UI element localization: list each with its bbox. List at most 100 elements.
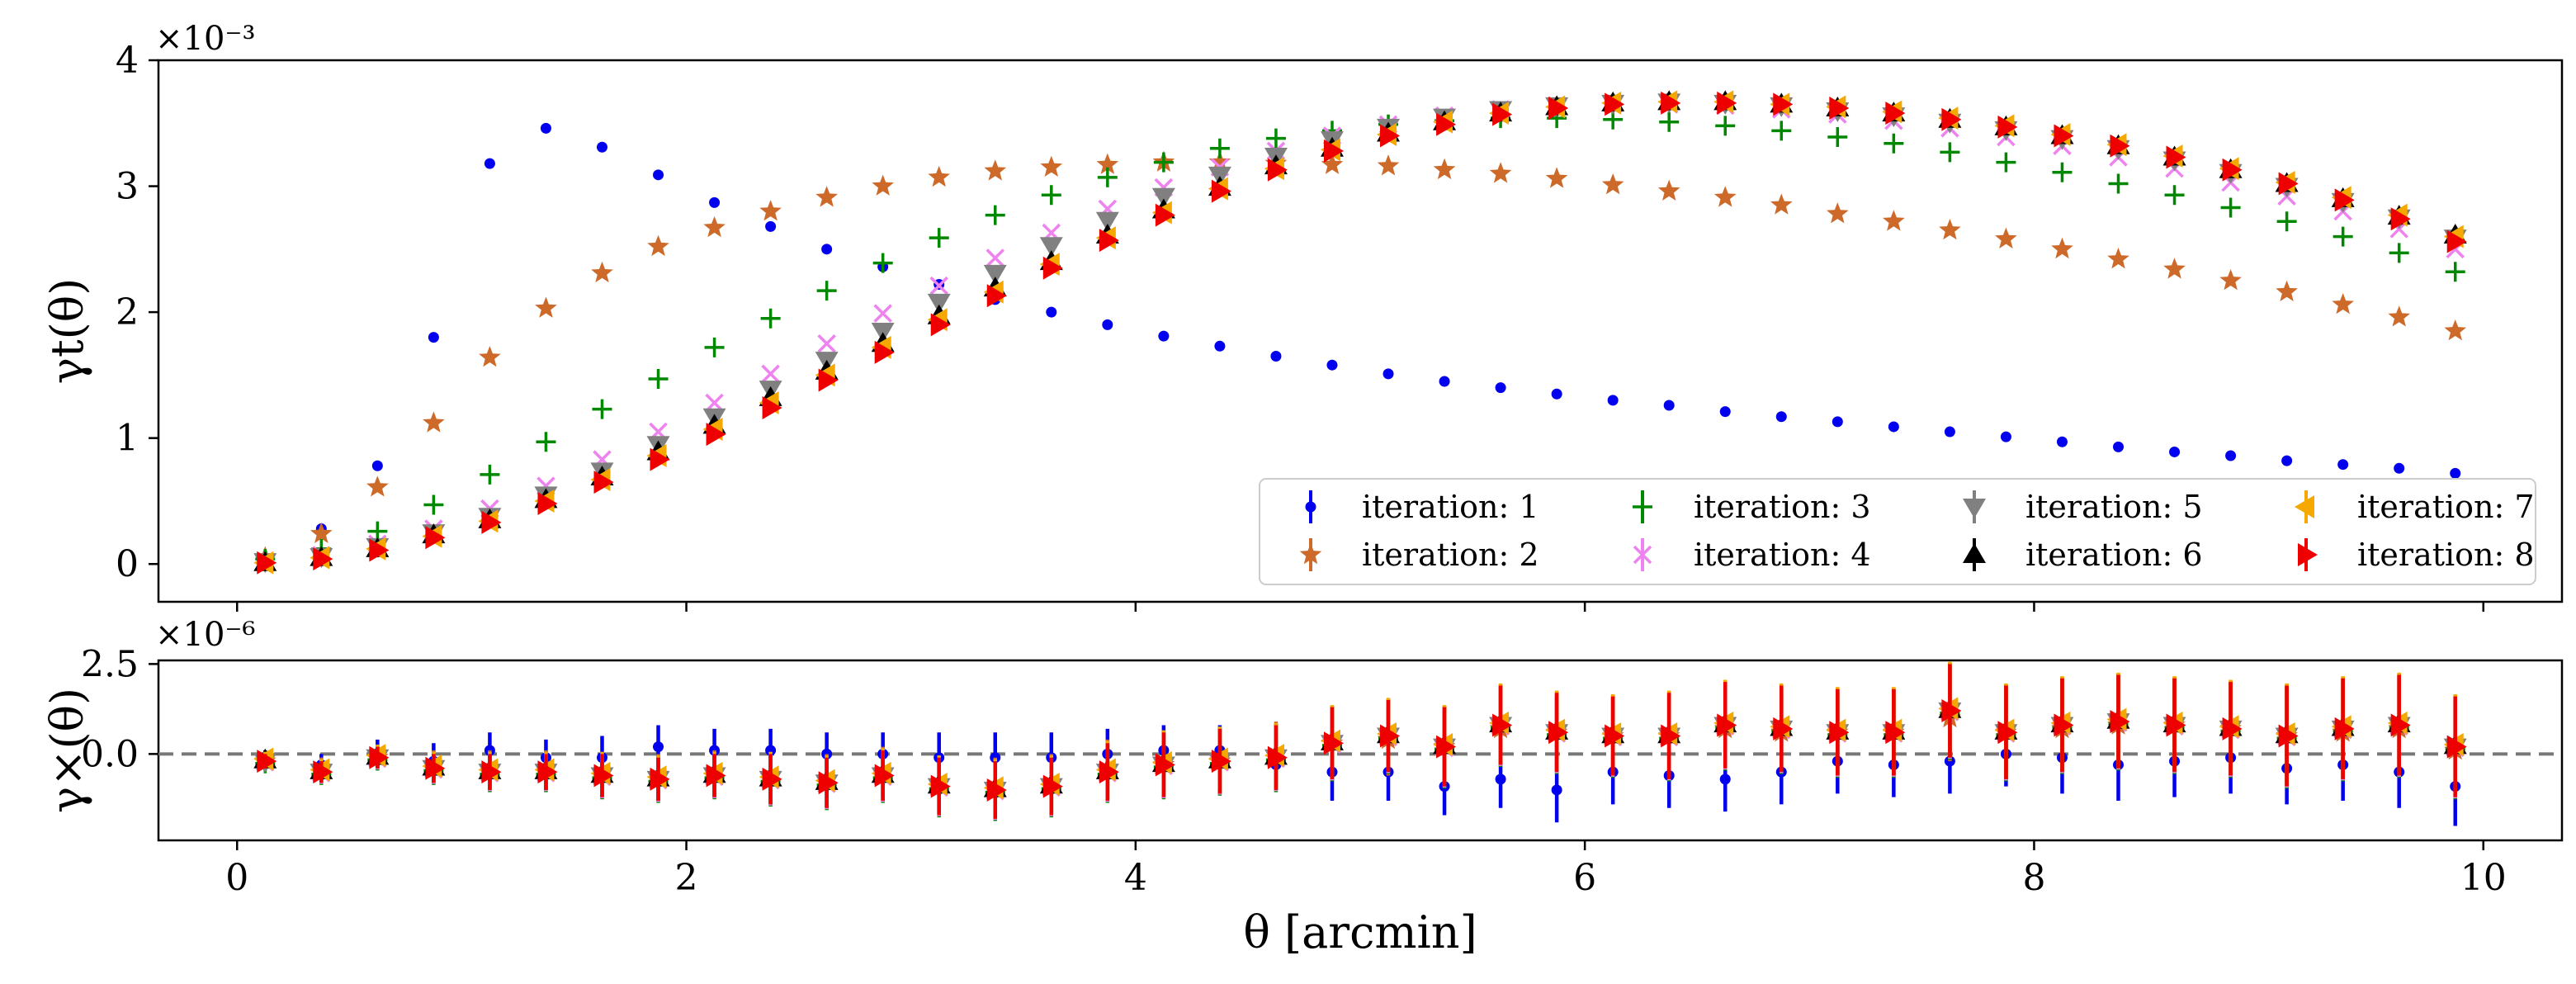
top-x-axis-ticks bbox=[236, 602, 2484, 612]
data-point bbox=[760, 308, 781, 329]
data-point bbox=[2222, 717, 2243, 740]
data-point bbox=[1659, 111, 1680, 132]
legend-box bbox=[1259, 478, 2536, 585]
legend-label: iteration: 5 bbox=[2025, 489, 2203, 525]
data-point bbox=[371, 460, 383, 471]
data-point bbox=[1663, 400, 1675, 411]
data-point bbox=[705, 393, 724, 413]
cross-shear-panel: 0.0 2.5 0 2 4 6 8 10 ×10⁻⁶ γ×(θ) θ [arcmin] bbox=[41, 616, 2564, 958]
data-point bbox=[1097, 167, 1118, 187]
data-point bbox=[1661, 724, 1681, 748]
legend-marker bbox=[2295, 495, 2314, 518]
data-point bbox=[653, 169, 664, 181]
data-point bbox=[313, 760, 333, 784]
data-point bbox=[1042, 774, 1063, 798]
data-point bbox=[484, 158, 495, 169]
legend-marker bbox=[1299, 543, 1322, 565]
legend-entry: iteration: 6 bbox=[1963, 537, 2203, 573]
data-point bbox=[821, 244, 833, 255]
x-axis: 0 2 4 6 8 10 bbox=[225, 840, 2507, 899]
data-point bbox=[479, 346, 501, 367]
x-tick-label: 10 bbox=[2460, 857, 2507, 899]
bottom-y-axis: 0.0 2.5 bbox=[81, 643, 158, 775]
data-point bbox=[927, 293, 951, 314]
bottom-offset-label: ×10⁻⁶ bbox=[155, 616, 256, 654]
data-point bbox=[2164, 185, 2185, 206]
data-point bbox=[1495, 382, 1506, 394]
data-point bbox=[423, 494, 444, 515]
data-point bbox=[1102, 319, 1113, 330]
bottom-series-iteration-8 bbox=[257, 664, 2467, 819]
data-point bbox=[1997, 721, 2018, 745]
data-point bbox=[1326, 359, 1338, 371]
data-point bbox=[1155, 753, 1175, 777]
data-point bbox=[1270, 351, 1282, 362]
data-point bbox=[1715, 116, 1736, 136]
top-y-tick-label: 1 bbox=[116, 418, 139, 460]
data-point bbox=[2051, 237, 2073, 259]
data-point bbox=[2446, 229, 2467, 253]
data-point bbox=[928, 165, 950, 187]
data-point bbox=[2278, 172, 2299, 196]
data-point bbox=[762, 767, 782, 791]
data-point bbox=[2000, 431, 2011, 442]
data-point bbox=[1492, 102, 1513, 126]
legend-label: iteration: 2 bbox=[1362, 537, 1539, 573]
series-iteration-8 bbox=[257, 91, 2467, 575]
data-point bbox=[1151, 187, 1175, 208]
data-point bbox=[2225, 450, 2237, 461]
legend-marker bbox=[1963, 543, 1986, 563]
legend-marker bbox=[1305, 501, 1316, 513]
data-point bbox=[930, 774, 951, 798]
legend-label: iteration: 6 bbox=[2025, 537, 2203, 573]
data-point bbox=[1773, 92, 1794, 116]
x-tick-label: 6 bbox=[1573, 857, 1596, 899]
data-point bbox=[1211, 750, 1231, 773]
data-point bbox=[2446, 735, 2467, 759]
legend-marker bbox=[2298, 543, 2318, 566]
data-point bbox=[929, 276, 948, 296]
data-point bbox=[2110, 134, 2130, 158]
data-point bbox=[1551, 388, 1562, 400]
data-point bbox=[706, 764, 726, 788]
data-point bbox=[2444, 319, 2466, 341]
data-point bbox=[816, 281, 837, 301]
legend-label: iteration: 7 bbox=[2357, 489, 2535, 525]
top-offset-label: ×10⁻³ bbox=[155, 20, 256, 58]
data-point bbox=[1884, 133, 1904, 154]
data-point bbox=[653, 741, 664, 753]
data-point bbox=[540, 122, 551, 134]
data-point bbox=[2334, 188, 2355, 212]
x-tick-label: 0 bbox=[225, 857, 248, 899]
data-point bbox=[2052, 162, 2073, 182]
top-y-tick-label: 2 bbox=[116, 291, 139, 334]
data-point bbox=[423, 411, 445, 433]
bottom-data-points bbox=[253, 661, 2467, 826]
data-point bbox=[1042, 256, 1063, 280]
data-point bbox=[1941, 699, 1962, 723]
top-y-tick-label: 3 bbox=[116, 166, 139, 208]
data-point bbox=[596, 141, 607, 153]
data-point bbox=[1996, 152, 2016, 173]
data-point bbox=[480, 464, 500, 485]
data-point bbox=[1095, 211, 1119, 232]
data-point bbox=[2333, 226, 2353, 247]
data-point bbox=[2220, 197, 2241, 218]
data-point bbox=[1657, 179, 1680, 201]
top-y-tick-label: 4 bbox=[116, 40, 139, 82]
data-point bbox=[1551, 784, 1562, 796]
data-point bbox=[1040, 155, 1063, 177]
data-point bbox=[1719, 773, 1731, 785]
top-data-points bbox=[253, 90, 2467, 575]
data-point bbox=[1605, 724, 1625, 748]
data-point bbox=[369, 745, 390, 769]
bottom-y-tick-label: 0.0 bbox=[81, 733, 139, 775]
data-point bbox=[1829, 96, 1850, 120]
data-point bbox=[2281, 455, 2293, 466]
data-point bbox=[1997, 115, 2018, 139]
legend-entry: iteration: 1 bbox=[1305, 489, 1539, 525]
data-point bbox=[2394, 462, 2405, 474]
data-point bbox=[1153, 152, 1174, 173]
